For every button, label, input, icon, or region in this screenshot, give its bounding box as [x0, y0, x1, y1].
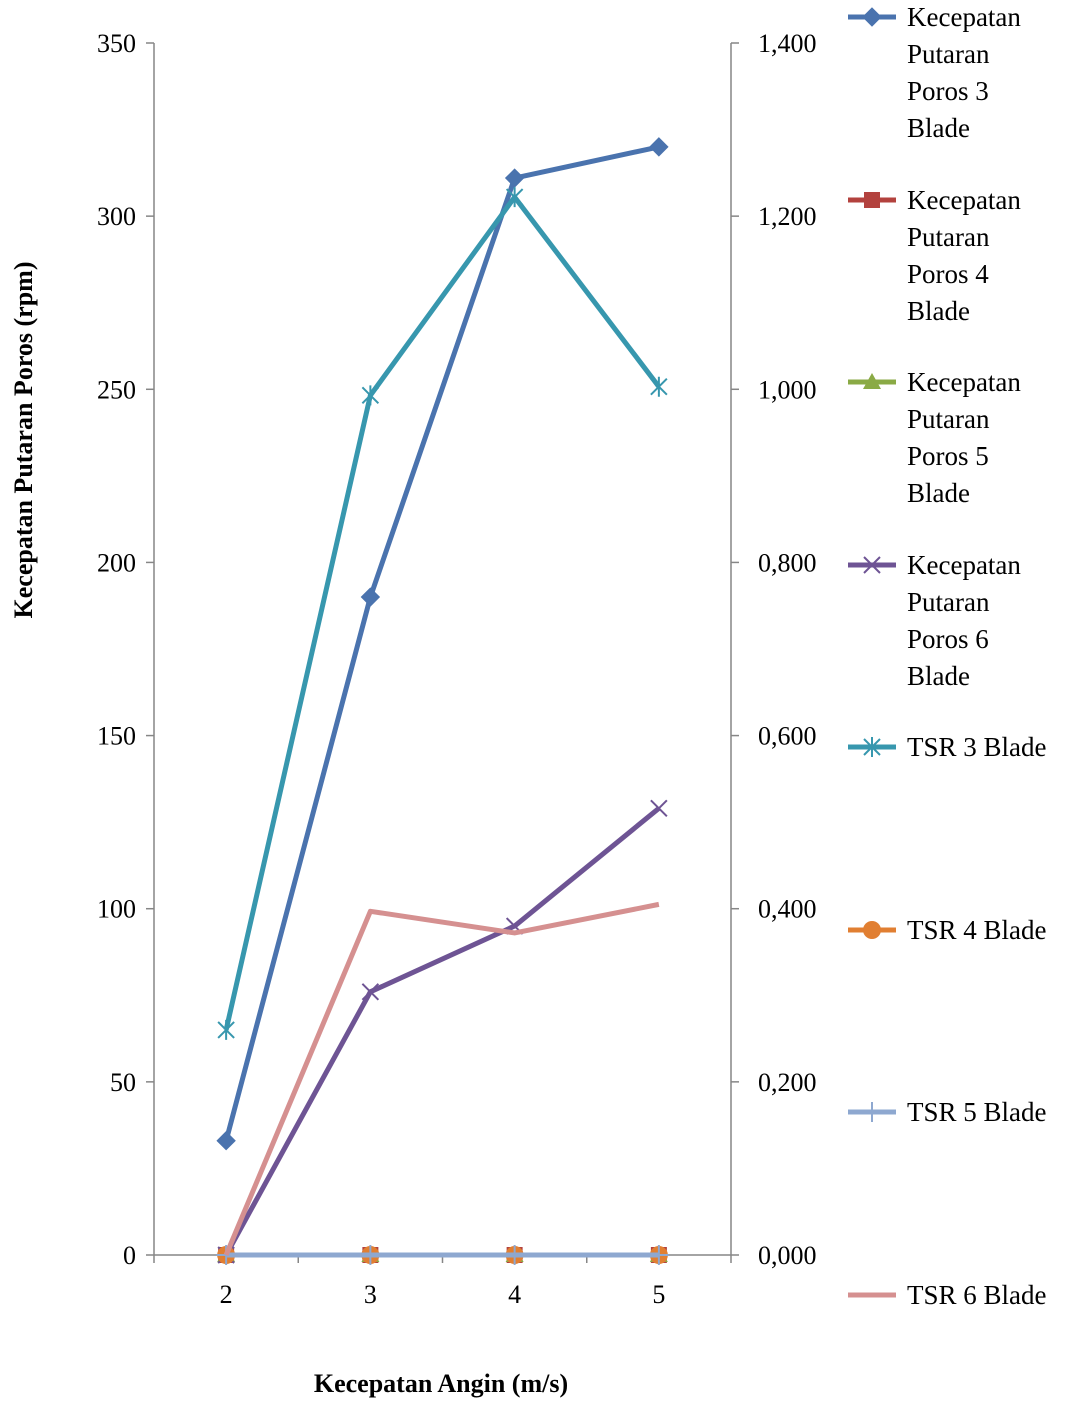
- legend-label: Kecepatan: [907, 367, 1021, 397]
- y-tick-label: 200: [97, 548, 136, 577]
- x-tick-label: 5: [652, 1280, 665, 1309]
- y2-tick-label: 0,000: [758, 1241, 817, 1270]
- series-8: [223, 901, 660, 1256]
- legend-item-3: Kecepatan Putaran Poros 5 Blade: [848, 367, 1021, 508]
- legend-label: Kecepatan: [907, 185, 1021, 215]
- y2-tick-label: 1,400: [758, 29, 817, 58]
- legend-marker: [863, 737, 881, 757]
- legend-item-6: TSR 4 Blade: [848, 915, 1047, 945]
- legend-marker: [862, 1102, 882, 1122]
- legend-label: TSR 6 Blade: [907, 1280, 1047, 1310]
- legend-item-8: TSR 6 Blade: [848, 1280, 1047, 1310]
- series-1: [216, 137, 669, 1151]
- legend-label: Blade: [907, 296, 970, 326]
- legend-item-7: TSR 5 Blade: [848, 1097, 1047, 1127]
- data-point: [361, 983, 380, 1001]
- y2-tick-label: 1,200: [758, 202, 817, 231]
- series-line: [223, 144, 660, 1142]
- legend-item-4: Kecepatan Putaran Poros 6 Blade: [848, 550, 1021, 691]
- legend-item-2: Kecepatan Putaran Poros 4 Blade: [848, 185, 1021, 326]
- y-tick-label: 300: [97, 202, 136, 231]
- series-line: [223, 901, 660, 1256]
- y2-tick-label: 0,400: [758, 895, 817, 924]
- legend-marker: [863, 373, 881, 389]
- y-axis-title: Kecepatan Putaran Poros (rpm): [9, 262, 38, 619]
- data-point: [648, 1245, 669, 1265]
- x-tick-label: 2: [220, 1280, 233, 1309]
- legend-label: Kecepatan: [907, 550, 1021, 580]
- series-line: [223, 194, 661, 1031]
- data-point: [216, 1131, 236, 1151]
- data-point: [360, 587, 381, 607]
- y-tick-label: 350: [97, 29, 136, 58]
- legend-label: Blade: [907, 661, 970, 691]
- series-line: [223, 806, 661, 1257]
- legend-label: Blade: [907, 113, 970, 143]
- legend-label: Poros 4: [907, 259, 989, 289]
- data-point: [650, 376, 668, 397]
- y2-tick-label: 0,800: [758, 548, 817, 577]
- legend-label: Poros 3: [907, 76, 989, 106]
- y-tick-label: 0: [123, 1241, 136, 1270]
- legend-label: Putaran: [907, 39, 990, 69]
- y-tick-label: 50: [110, 1068, 136, 1097]
- data-point: [505, 187, 524, 208]
- legend-label: TSR 3 Blade: [907, 732, 1047, 762]
- legend-label: TSR 5 Blade: [907, 1097, 1047, 1127]
- data-point: [361, 385, 380, 406]
- legend-marker: [863, 556, 881, 574]
- legend-item-1: Kecepatan Putaran Poros 3 Blade: [848, 2, 1021, 143]
- series-7: [216, 1245, 669, 1265]
- data-point: [649, 137, 669, 157]
- data-point: [650, 799, 668, 817]
- y-tick-label: 150: [97, 722, 136, 751]
- legend-marker: [864, 192, 880, 208]
- legend-label: Blade: [907, 478, 970, 508]
- x-axis-title: Kecepatan Angin (m/s): [314, 1369, 568, 1398]
- legend-label: Putaran: [907, 404, 990, 434]
- legend-label: Putaran: [907, 587, 990, 617]
- series-4: [217, 799, 668, 1264]
- data-point: [360, 1245, 381, 1265]
- y-tick-label: 250: [97, 375, 136, 404]
- y2-tick-label: 1,000: [758, 375, 817, 404]
- x-tick-label: 3: [364, 1280, 377, 1309]
- legend-marker: [862, 7, 882, 27]
- data-point: [217, 1019, 235, 1040]
- data-point: [504, 1245, 525, 1265]
- y-tick-label: 100: [97, 895, 136, 924]
- legend-label: Poros 5: [907, 441, 989, 471]
- legend-label: Kecepatan: [907, 2, 1021, 32]
- legend-item-5: TSR 3 Blade: [848, 732, 1047, 762]
- legend-label: TSR 4 Blade: [907, 915, 1047, 945]
- legend-label: Poros 6: [907, 624, 989, 654]
- series-5: [217, 187, 668, 1040]
- y2-tick-label: 0,600: [758, 722, 817, 751]
- legend-marker: [863, 921, 881, 939]
- y2-tick-label: 0,200: [758, 1068, 817, 1097]
- legend-label: Putaran: [907, 222, 990, 252]
- x-tick-label: 4: [508, 1280, 521, 1309]
- data-point: [504, 168, 525, 188]
